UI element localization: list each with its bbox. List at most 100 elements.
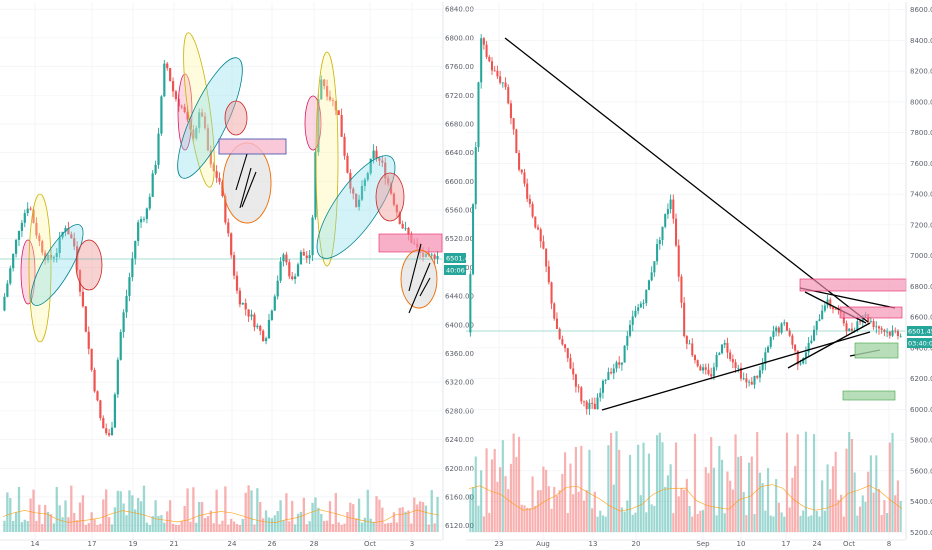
volume-bar xyxy=(536,490,540,532)
volume-bar xyxy=(116,490,119,532)
candle-body xyxy=(821,310,824,320)
volume-bar xyxy=(615,431,618,532)
annotation-ellipse-pink xyxy=(177,73,193,151)
candle-body xyxy=(14,239,18,254)
volume-bar xyxy=(582,500,586,532)
candle-body xyxy=(93,369,96,392)
volume-bar xyxy=(563,452,567,532)
volume-bar xyxy=(731,489,734,532)
volume-bar xyxy=(577,491,580,532)
candle-body xyxy=(70,234,73,239)
candle-body xyxy=(160,96,163,134)
candle-body xyxy=(209,150,212,165)
volume-bar xyxy=(626,500,629,532)
candle-body xyxy=(6,283,9,297)
volume-bar xyxy=(145,522,149,532)
volume-bar xyxy=(195,522,198,532)
candle-body xyxy=(512,118,515,130)
volume-bar xyxy=(777,502,780,532)
candle-body xyxy=(369,158,372,174)
x-tick-label: Sep xyxy=(696,540,710,548)
volume-bar xyxy=(601,515,605,532)
candle-body xyxy=(128,277,131,296)
candle-body xyxy=(235,275,239,291)
volume-bar xyxy=(618,449,621,532)
trendline-wedge-low xyxy=(787,322,871,369)
candle-body xyxy=(122,312,125,332)
volume-bar xyxy=(864,501,867,532)
right-annotations xyxy=(504,37,907,411)
candle-body xyxy=(215,171,218,178)
y-tick-label: 5400.00 xyxy=(910,498,932,506)
volume-bar xyxy=(311,502,314,532)
candle-body xyxy=(580,387,583,402)
candle-body xyxy=(177,99,180,107)
volume-bar xyxy=(276,511,279,532)
candle-body xyxy=(384,162,387,179)
x-tick-label: 3 xyxy=(410,540,414,548)
candle-body xyxy=(154,164,157,174)
candle-body xyxy=(398,212,401,224)
candle-body xyxy=(767,346,770,353)
candle-body xyxy=(569,358,572,369)
candle-body xyxy=(482,38,485,45)
volume-bar xyxy=(572,494,575,532)
volume-bar xyxy=(815,511,818,532)
volume-bar xyxy=(645,512,648,532)
volume-bar xyxy=(49,514,53,532)
volume-bar xyxy=(761,483,764,532)
volume-bar xyxy=(372,521,375,532)
left-chart-panel: 6120.00 6160.00 6200.00 6240.00 6280.00 6320.… xyxy=(0,2,474,548)
volume-bar xyxy=(180,521,183,532)
annotation-zone-red xyxy=(218,138,287,155)
volume-bar xyxy=(823,510,826,532)
volume-bar xyxy=(110,524,114,532)
candle-body xyxy=(296,264,300,277)
support-zone xyxy=(854,342,899,359)
candle-body xyxy=(387,178,390,184)
candle-body xyxy=(791,335,794,345)
volume-bar xyxy=(357,498,361,532)
candle-body xyxy=(264,338,268,341)
volume-bar xyxy=(753,513,756,532)
candle-body xyxy=(550,282,553,304)
candle-body xyxy=(134,241,137,259)
candle-body xyxy=(628,324,632,336)
candle-body xyxy=(171,81,175,92)
volume-bar xyxy=(517,436,521,532)
annotation-line xyxy=(235,153,248,191)
candle-body xyxy=(73,238,76,247)
candle-body xyxy=(29,208,32,210)
volume-bar xyxy=(73,513,76,532)
candle-body xyxy=(125,295,128,313)
candle-body xyxy=(729,352,732,360)
volume-bar xyxy=(14,512,18,532)
candle-body xyxy=(340,114,343,137)
candle-body xyxy=(620,362,623,365)
candle-body xyxy=(363,179,366,186)
volume-bar xyxy=(334,493,337,532)
candle-body xyxy=(775,327,778,332)
volume-bar xyxy=(769,515,772,532)
volume-bar xyxy=(726,471,729,532)
annotation-ellipse-pink xyxy=(20,239,36,305)
volume-bar xyxy=(407,510,410,532)
candle-body xyxy=(856,321,859,331)
volume-bar xyxy=(421,502,425,532)
candle-body xyxy=(203,116,207,129)
volume-bar xyxy=(515,457,518,532)
candle-body xyxy=(536,227,540,230)
volume-bar xyxy=(238,524,242,532)
x-tick-label: 17 xyxy=(88,540,97,548)
x-tick-label: 17 xyxy=(782,540,791,548)
candle-body xyxy=(520,169,523,173)
volume-bar xyxy=(282,520,285,532)
volume-bar xyxy=(756,432,759,532)
candle-body xyxy=(343,136,346,156)
volume-bar xyxy=(542,466,545,532)
volume-bar xyxy=(430,490,433,532)
volume-bar xyxy=(750,456,753,532)
volume-bar xyxy=(593,491,596,532)
candle-body xyxy=(490,61,494,71)
volume-bar xyxy=(424,505,428,532)
